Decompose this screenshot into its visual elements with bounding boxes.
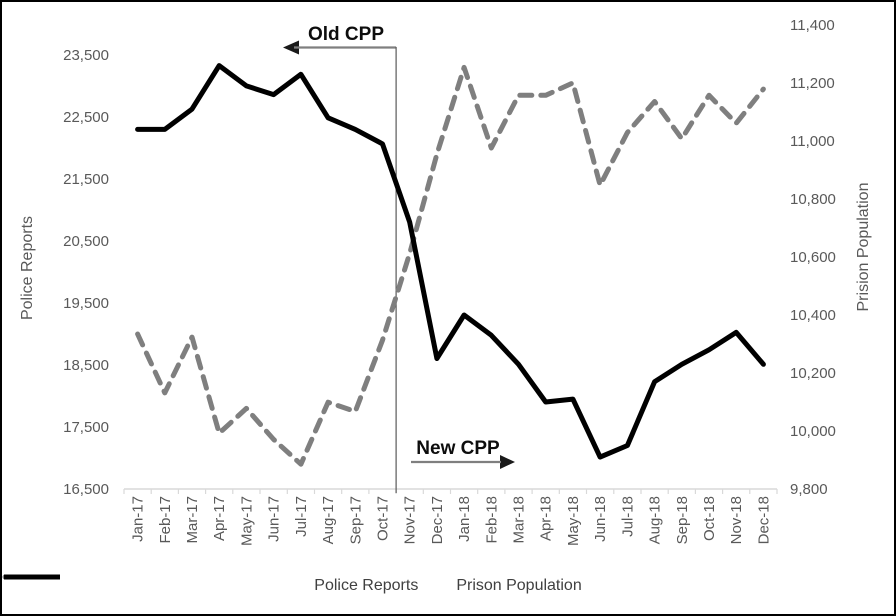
x-axis-month-label: Oct-18 — [701, 496, 718, 541]
right-axis-tick-label: 10,400 — [790, 307, 836, 324]
left-axis-title: Police Reports — [19, 216, 36, 320]
police-reports-line — [135, 64, 766, 467]
x-axis-month-label: Sep-17 — [347, 496, 364, 544]
x-axis-month-label: Nov-17 — [402, 496, 419, 544]
x-axis-month-label: Jan-17 — [130, 496, 147, 542]
x-axis-month-label: May-18 — [565, 496, 582, 546]
right-axis-tick-label: 9,800 — [790, 481, 828, 498]
left-axis-tick-label: 18,500 — [63, 357, 109, 374]
prison-population-line — [135, 63, 766, 460]
left-axis-tick-label: 21,500 — [63, 171, 109, 188]
x-axis-month-label: Apr-18 — [538, 496, 555, 541]
x-axis-month-label: Jun-17 — [266, 496, 283, 542]
x-axis-month-label: Oct-17 — [375, 496, 392, 541]
x-axis-month-label: Jul-18 — [619, 496, 636, 537]
x-axis-month-label: Aug-17 — [320, 496, 337, 544]
x-axis-month-label: May-17 — [238, 496, 255, 546]
x-axis-month-label: Feb-17 — [157, 496, 174, 544]
new-cpp-arrowhead-icon — [500, 455, 515, 469]
annotation-new-cpp-label: New CPP — [416, 438, 500, 459]
right-axis-tick-label: 11,000 — [790, 133, 835, 150]
right-axis-title: Prision Population — [855, 183, 872, 312]
x-axis-month-label: Feb-18 — [483, 496, 500, 544]
legend-item-prison-population: Prison Population — [4, 574, 582, 595]
x-axis-month-label: Jun-18 — [592, 496, 609, 542]
right-axis-tick-label: 11,400 — [790, 17, 835, 34]
left-axis-tick-label: 20,500 — [63, 233, 109, 250]
x-axis-month-label: Jan-18 — [456, 496, 473, 542]
left-axis-tick-label: 19,500 — [63, 295, 109, 312]
right-axis-tick-label: 10,200 — [790, 365, 836, 382]
right-axis-tick-label: 10,000 — [790, 423, 836, 440]
left-axis-tick-label: 17,500 — [63, 419, 109, 436]
left-axis-tick-label: 23,500 — [63, 47, 109, 64]
legend-item-police-reports: Police Reports — [2, 574, 419, 595]
x-axis-month-label: Mar-18 — [511, 496, 528, 544]
legend-label-prison-population: Prison Population — [456, 577, 582, 594]
x-axis-month-label: Apr-17 — [211, 496, 228, 541]
x-axis-month-label: Mar-17 — [184, 496, 201, 544]
x-axis-month-label: Jul-17 — [293, 496, 310, 537]
x-axis-month-label: Aug-18 — [647, 496, 664, 544]
legend-label-police-reports: Police Reports — [314, 577, 419, 594]
right-axis-tick-label: 10,600 — [790, 249, 836, 266]
prison-population-solid-swatch-icon — [4, 574, 60, 580]
right-axis-tick-label: 11,200 — [790, 75, 835, 92]
x-axis-month-label: Dec-18 — [755, 496, 772, 544]
left-axis-tick-label: 16,500 — [63, 481, 109, 498]
annotation-old-cpp-label: Old CPP — [308, 24, 384, 45]
x-axis-month-label: Nov-18 — [728, 496, 745, 544]
chart-legend: Police Reports Prison Population — [2, 573, 894, 599]
right-axis-tick-label: 10,800 — [790, 191, 836, 208]
x-axis-month-label: Dec-17 — [429, 496, 446, 544]
old-cpp-arrowhead-icon — [283, 40, 299, 55]
x-axis-month-label: Sep-18 — [674, 496, 691, 544]
left-axis-tick-label: 22,500 — [63, 109, 109, 126]
